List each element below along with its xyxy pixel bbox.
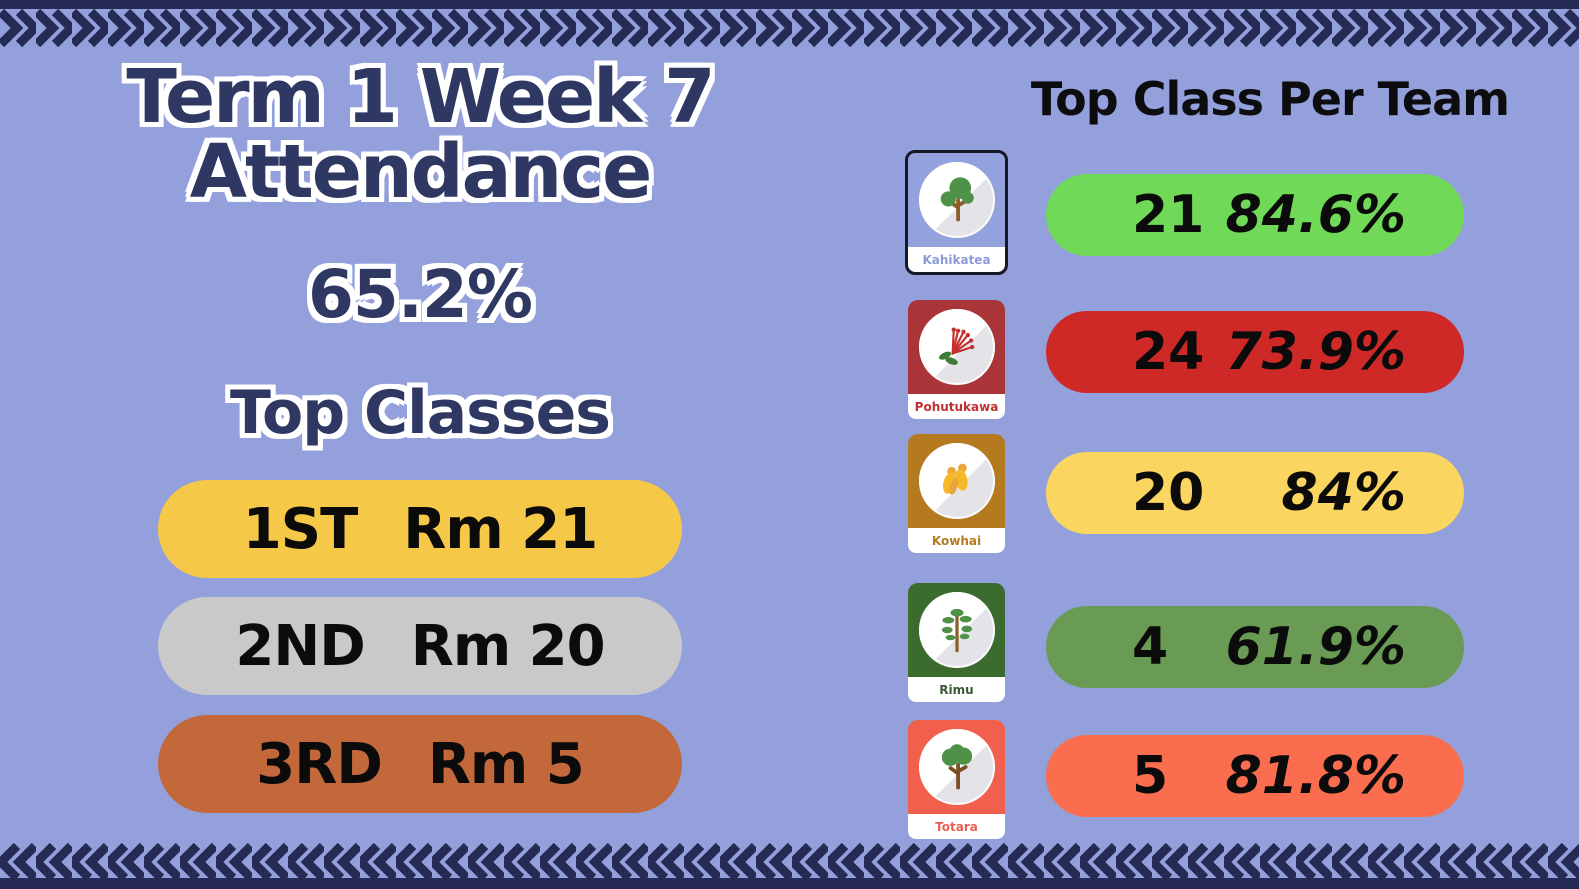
team-name-label: Totara <box>908 814 1005 839</box>
room-label: Rm 5 <box>427 731 585 797</box>
ranking-pill-second: 2ND Rm 20 <box>158 597 682 695</box>
kahikatea-tree-icon <box>940 177 974 222</box>
totara-tree-icon <box>941 744 972 790</box>
team-name-label: Rimu <box>908 677 1005 702</box>
ranking-pill-first: 1ST Rm 21 <box>158 480 682 578</box>
badge-circle <box>918 592 995 668</box>
chevron-braid-pattern-bottom <box>0 843 1579 881</box>
team-stat-pill-pohutukawa: 24 73.9% <box>1046 311 1464 393</box>
team-badge-rimu: Rimu <box>908 583 1005 702</box>
top-class-per-team-heading: Top Class Per Team <box>1030 72 1510 126</box>
title-line2: Attendance <box>189 129 653 216</box>
kowhai-flower-icon <box>942 463 968 495</box>
team-top-percentage: 73.9% <box>1225 322 1406 382</box>
page-title: Term 1 Week 7 Attendance <box>50 59 790 211</box>
rank-label: 1ST <box>242 496 358 562</box>
badge-circle <box>918 309 995 385</box>
pohutukawa-flower-icon <box>938 327 974 365</box>
team-top-room: 24 <box>1132 322 1205 382</box>
rank-label: 2ND <box>235 613 365 679</box>
room-label: Rm 20 <box>410 613 606 679</box>
team-top-percentage: 84.6% <box>1225 185 1406 245</box>
badge-circle <box>918 443 995 519</box>
ranking-pill-third: 3RD Rm 5 <box>158 715 682 813</box>
badge-circle <box>918 729 995 805</box>
top-classes-subtitle: Top Classes <box>230 378 611 448</box>
team-name-label: Kowhai <box>908 528 1005 553</box>
title-line1: Term 1 Week 7 <box>126 54 715 140</box>
badge-circle <box>918 162 995 238</box>
chevron-braid-pattern-top <box>0 9 1579 47</box>
bottom-border-strip <box>0 878 1579 889</box>
team-top-percentage: 84% <box>1281 463 1406 523</box>
team-name-label: Pohutukawa <box>908 394 1005 419</box>
rank-label: 3RD <box>256 731 383 797</box>
team-badge-totara: Totara <box>908 720 1005 839</box>
team-top-room: 21 <box>1132 185 1205 245</box>
rimu-tree-icon <box>941 608 972 653</box>
team-top-room: 20 <box>1132 463 1205 523</box>
team-badge-kowhai: Kowhai <box>908 434 1005 553</box>
team-top-room: 4 <box>1132 617 1169 677</box>
room-label: Rm 21 <box>403 496 598 562</box>
team-stat-pill-totara: 5 81.8% <box>1046 735 1464 817</box>
team-badge-pohutukawa: Pohutukawa <box>908 300 1005 419</box>
team-stat-pill-kahikatea: 21 84.6% <box>1046 174 1464 256</box>
team-badge-kahikatea: Kahikatea <box>905 150 1008 275</box>
team-top-percentage: 61.9% <box>1225 617 1406 677</box>
team-stat-pill-rimu: 4 61.9% <box>1046 606 1464 688</box>
team-name-label: Kahikatea <box>908 247 1005 272</box>
team-top-room: 5 <box>1132 746 1169 806</box>
overall-attendance-percentage: 65.2% <box>308 256 533 333</box>
top-border-strip <box>0 0 1579 9</box>
team-top-percentage: 81.8% <box>1225 746 1406 806</box>
team-stat-pill-kowhai: 20 84% <box>1046 452 1464 534</box>
